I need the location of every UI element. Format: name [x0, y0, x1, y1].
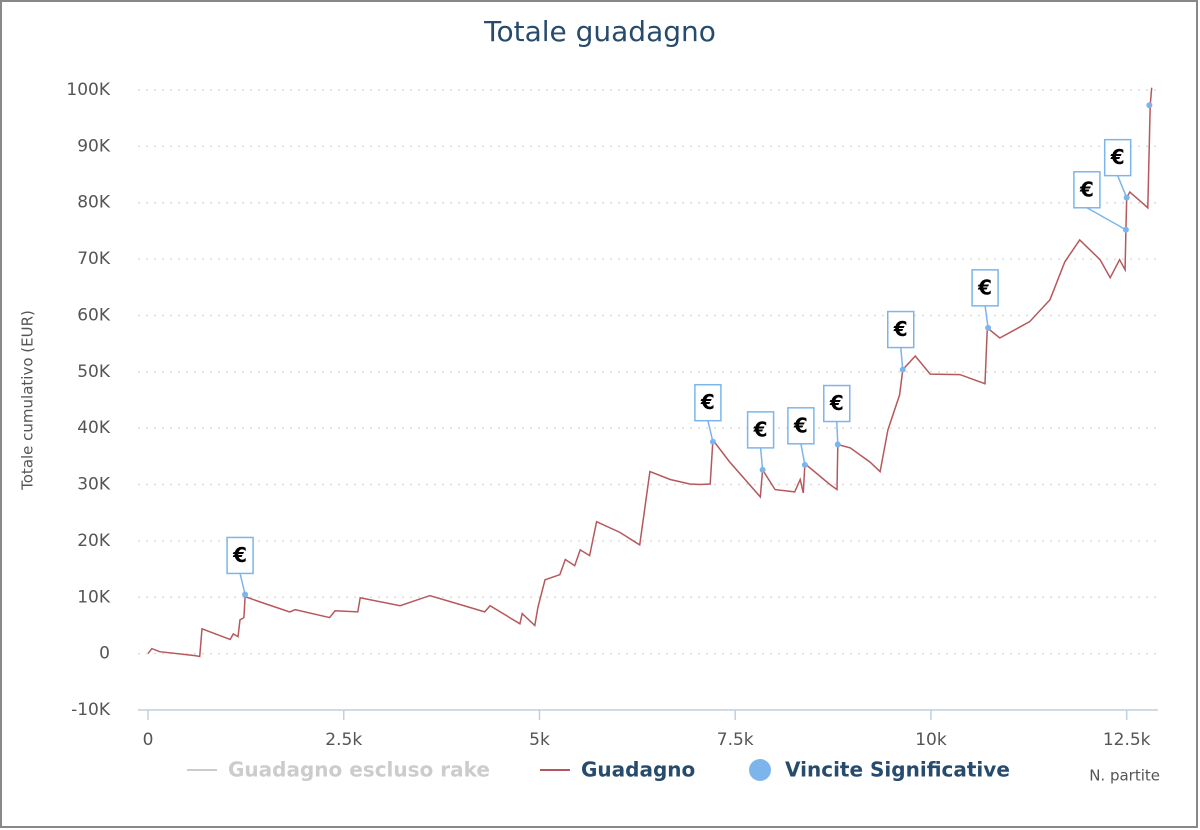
- legend-symbol: [749, 759, 771, 781]
- flag-connector: [707, 420, 714, 442]
- flag-label: €: [893, 317, 908, 341]
- win-marker: [1123, 194, 1130, 201]
- flag-box: [1073, 171, 1101, 209]
- y-tick-label: 60K: [77, 305, 111, 325]
- y-tick-label: 20K: [77, 531, 111, 551]
- legend-item[interactable]: Vincite Significative: [749, 758, 1010, 782]
- win-marker: [985, 324, 992, 331]
- flag-label: €: [700, 390, 715, 414]
- flag-connector: [1086, 207, 1127, 231]
- legend-item[interactable]: Guadagno escluso rake: [187, 758, 490, 782]
- legend-item[interactable]: Guadagno: [540, 758, 695, 782]
- x-tick-label: 10k: [915, 730, 947, 750]
- flag-label: €: [977, 275, 992, 299]
- x-tick-label: 0: [143, 730, 154, 750]
- x-tick-label: 12.5k: [1103, 730, 1151, 750]
- y-tick-label: 50K: [77, 362, 111, 382]
- y-tick-label: 80K: [77, 193, 111, 213]
- flag-label: €: [232, 543, 247, 567]
- win-marker: [801, 461, 808, 468]
- legend-label: Guadagno: [581, 758, 695, 782]
- y-tick-label: 70K: [77, 249, 111, 269]
- flag-connector: [239, 573, 246, 595]
- x-tick-label: 5k: [529, 730, 550, 750]
- win-marker: [1146, 102, 1153, 109]
- flag-label: €: [1079, 177, 1094, 201]
- flag-box: [226, 536, 254, 575]
- flag-label: €: [753, 417, 768, 441]
- y-tick-label: 100K: [66, 80, 110, 100]
- flag-connector: [836, 421, 839, 445]
- flag-box: [823, 384, 851, 423]
- flag-box: [787, 407, 815, 445]
- y-tick-label: 10K: [77, 587, 111, 607]
- flag-connector: [984, 305, 989, 328]
- y-tick-label: -10K: [71, 700, 111, 720]
- flag-label: €: [793, 413, 808, 437]
- chart-title: Totale guadagno: [483, 15, 716, 48]
- x-tick-label: 7.5k: [717, 730, 754, 750]
- flag-box: [694, 383, 722, 422]
- x-tick-label: 2.5k: [325, 730, 362, 750]
- win-marker: [242, 591, 249, 598]
- win-marker: [899, 366, 906, 373]
- x-axis-title: N. partite: [1089, 767, 1160, 785]
- win-marker: [1122, 226, 1129, 233]
- win-marker: [834, 441, 841, 448]
- y-tick-label: 0: [99, 644, 110, 664]
- legend-label: Vincite Significative: [785, 758, 1010, 782]
- win-marker: [709, 438, 716, 445]
- flag-box: [971, 269, 999, 307]
- flag-connector: [900, 347, 904, 370]
- flag-connector: [800, 443, 806, 465]
- flag-box: [887, 310, 915, 349]
- flag-label: €: [829, 391, 844, 415]
- win-marker: [759, 466, 766, 473]
- profit-line: [147, 87, 1153, 658]
- legend-label: Guadagno escluso rake: [228, 758, 490, 782]
- flag-connector: [759, 447, 764, 470]
- y-axis-title: Totale cumulativo (EUR): [19, 310, 37, 491]
- flag-label: €: [1110, 145, 1125, 169]
- y-tick-label: 40K: [77, 418, 111, 438]
- flag-connector: [1116, 175, 1128, 198]
- y-tick-label: 90K: [77, 136, 111, 156]
- flag-box: [746, 411, 775, 449]
- y-tick-label: 30K: [77, 475, 111, 495]
- flag-box: [1103, 138, 1132, 177]
